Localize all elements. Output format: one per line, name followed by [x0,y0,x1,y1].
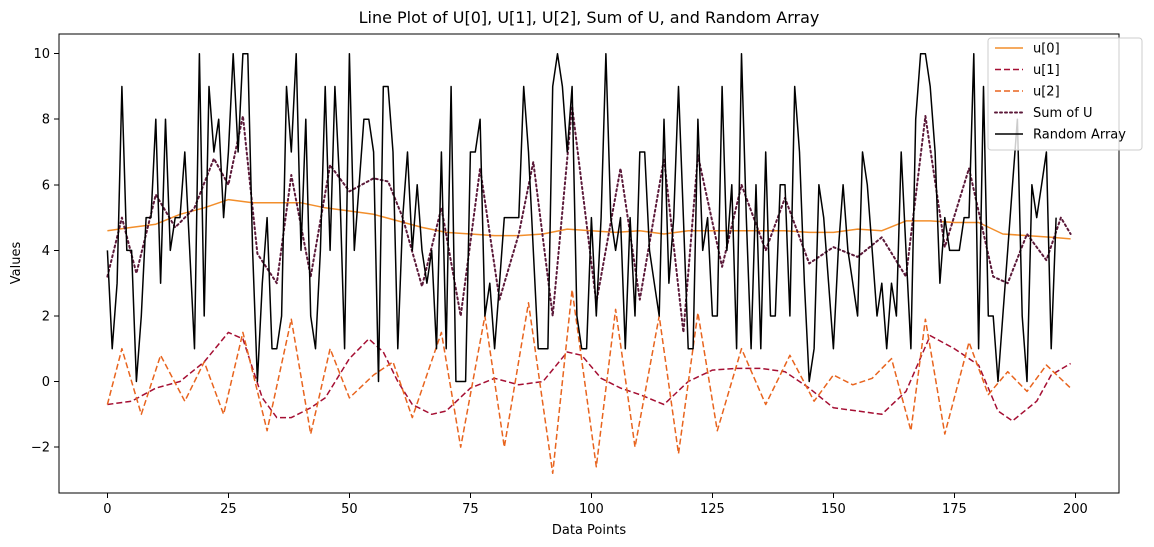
plot-area [106,52,1072,475]
x-tick-label: 0 [103,502,111,517]
y-tick-label: −2 [31,441,50,456]
x-tick-label: 25 [220,502,237,517]
y-axis-title: Values [9,242,24,285]
series-line-2 [106,288,1072,475]
series-line-3 [106,105,1072,334]
x-tick-label: 100 [579,502,604,517]
y-tick-label: 6 [42,178,50,193]
series-line-4 [106,52,1057,383]
y-axis: −2 0 2 4 6 8 10 [31,47,59,456]
y-tick-label: 0 [42,375,50,390]
x-tick-label: 75 [462,502,479,517]
x-tick-label: 175 [942,502,967,517]
legend-box [987,37,1143,151]
legend-label-0: u[0] [1033,42,1060,57]
legend-label-4: Random Array [1033,128,1126,143]
series-line-1 [107,331,1071,422]
legend-label-1: u[1] [1033,63,1060,78]
x-tick-label: 200 [1063,502,1088,517]
x-tick-label: 125 [700,502,725,517]
legend: u[0] u[1] u[2] Sum of U Random Array [987,37,1143,151]
y-tick-label: 2 [42,309,50,324]
legend-label-2: u[2] [1033,85,1060,100]
x-axis: 0 25 50 75 100 125 150 175 200 [103,493,1088,517]
y-tick-label: 10 [33,47,50,62]
x-tick-label: 150 [821,502,846,517]
y-tick-label: 4 [42,244,50,259]
chart-title: Line Plot of U[0], U[1], U[2], Sum of U,… [359,8,820,27]
x-axis-title: Data Points [552,523,626,538]
plot-frame [58,33,1120,494]
x-tick-label: 50 [341,502,358,517]
legend-label-3: Sum of U [1033,106,1092,121]
y-tick-label: 8 [42,113,50,128]
